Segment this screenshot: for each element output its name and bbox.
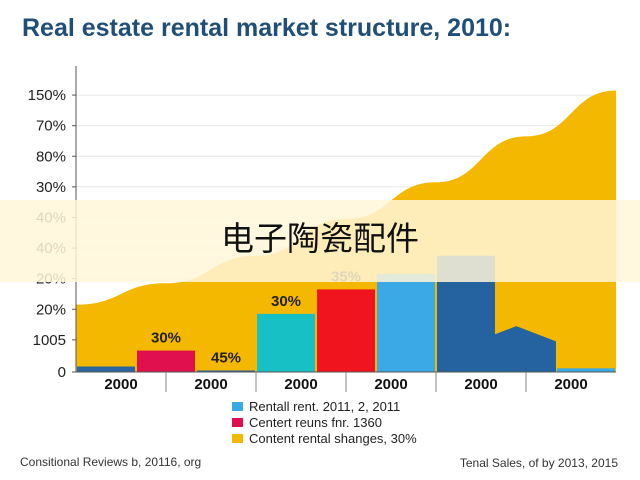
legend-label: Rentall rent. 2011, 2, 2011 bbox=[249, 398, 401, 414]
y-tick-label: 1005 bbox=[33, 332, 66, 349]
y-tick-label: 70% bbox=[36, 118, 66, 135]
bar bbox=[77, 366, 135, 372]
legend-label: Centert reuns fnr. 1360 bbox=[249, 414, 382, 430]
dark-region bbox=[437, 255, 556, 372]
x-tick-label: 2000 bbox=[284, 376, 317, 393]
legend-label: Content rental shanges, 30% bbox=[249, 430, 417, 446]
overlay-band bbox=[0, 200, 640, 282]
y-tick-label: 80% bbox=[36, 148, 66, 165]
bar bbox=[317, 289, 375, 372]
x-tick-label: 2000 bbox=[464, 376, 497, 393]
x-tick-label: 2000 bbox=[104, 376, 137, 393]
y-tick-label: 30% bbox=[36, 179, 66, 196]
x-tick-label: 2000 bbox=[194, 376, 227, 393]
y-tick-label: 150% bbox=[28, 87, 66, 104]
bar bbox=[377, 274, 435, 372]
chart-title: Real estate rental market structure, 201… bbox=[22, 14, 512, 42]
y-tick-label: 20% bbox=[36, 301, 66, 318]
bar-data-label: 45% bbox=[211, 349, 241, 366]
bar bbox=[197, 370, 255, 372]
source-note-right: Tenal Sales, of by 2013, 2015 bbox=[459, 456, 618, 470]
legend-swatch bbox=[232, 417, 243, 427]
chart-legend: Rentall rent. 2011, 2, 2011 Centert reun… bbox=[232, 398, 417, 446]
source-note-left: Consitional Reviews b, 20116, org bbox=[20, 455, 202, 469]
bar-data-label: 30% bbox=[271, 293, 301, 310]
legend-swatch bbox=[232, 433, 243, 443]
bar-data-label: 30% bbox=[151, 330, 181, 347]
bar bbox=[137, 350, 195, 372]
x-tick-label: 2000 bbox=[374, 376, 407, 393]
bar bbox=[557, 368, 615, 372]
legend-item: Content rental shanges, 30% bbox=[232, 430, 417, 446]
legend-item: Rentall rent. 2011, 2, 2011 bbox=[232, 398, 417, 414]
legend-item: Centert reuns fnr. 1360 bbox=[232, 414, 417, 430]
overlay-text: 电子陶瓷配件 bbox=[221, 220, 419, 257]
legend-swatch bbox=[232, 401, 243, 411]
bar bbox=[257, 313, 315, 372]
y-tick-label: 0 bbox=[58, 364, 66, 381]
x-tick-label: 2000 bbox=[554, 376, 587, 393]
